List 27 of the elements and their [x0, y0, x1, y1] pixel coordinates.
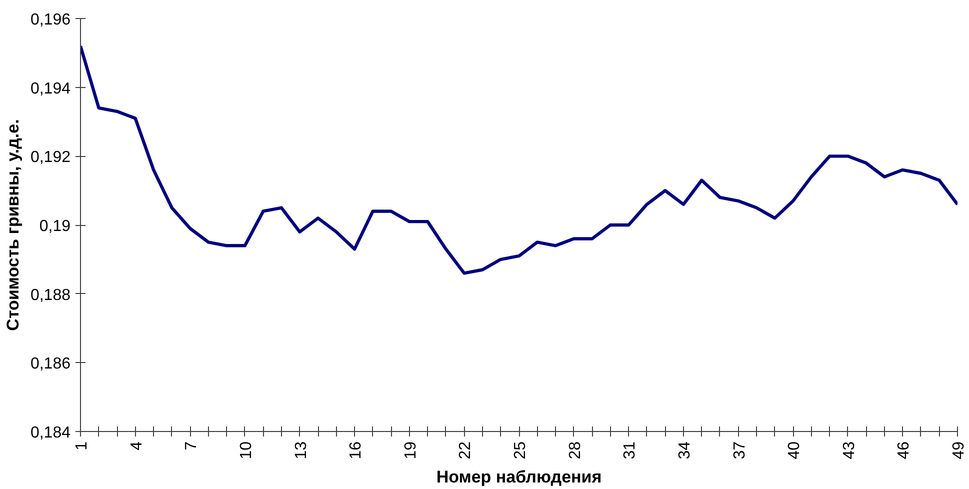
x-tick-label: 37 [731, 441, 748, 460]
x-tick-label: 16 [348, 441, 365, 460]
x-tick-label: 43 [840, 441, 858, 460]
y-axis-title: Стоимость гривны, у.д.е. [3, 119, 22, 331]
x-tick-label: 10 [238, 441, 255, 460]
y-tick-label: 0,188 [30, 286, 71, 304]
x-tick-label: 28 [566, 441, 584, 460]
x-tick-label: 4 [128, 441, 146, 450]
x-tick-label: 25 [512, 441, 529, 460]
y-tick-label: 0,194 [30, 80, 71, 98]
x-tick-label: 22 [457, 441, 474, 460]
y-tick-label: 0,19 [39, 218, 71, 235]
x-tick-label: 31 [622, 441, 639, 460]
x-tick-label: 7 [183, 441, 200, 450]
x-tick-label: 34 [676, 441, 694, 460]
x-tick-label: 13 [292, 441, 310, 460]
line-series [80, 44, 958, 275]
x-axis-title: Номер наблюдения [436, 467, 602, 486]
y-tick-label: 0,184 [30, 424, 71, 442]
y-tick-label: 0,196 [30, 12, 71, 28]
y-tick-label: 0,192 [30, 149, 71, 166]
x-tick-label: 1 [74, 441, 90, 450]
y-tick-label: 0,186 [30, 356, 71, 373]
x-tick-label: 40 [786, 441, 804, 460]
x-tick-label: 49 [950, 441, 968, 460]
x-tick-label: 46 [896, 441, 913, 460]
x-tick-label: 19 [402, 441, 420, 460]
